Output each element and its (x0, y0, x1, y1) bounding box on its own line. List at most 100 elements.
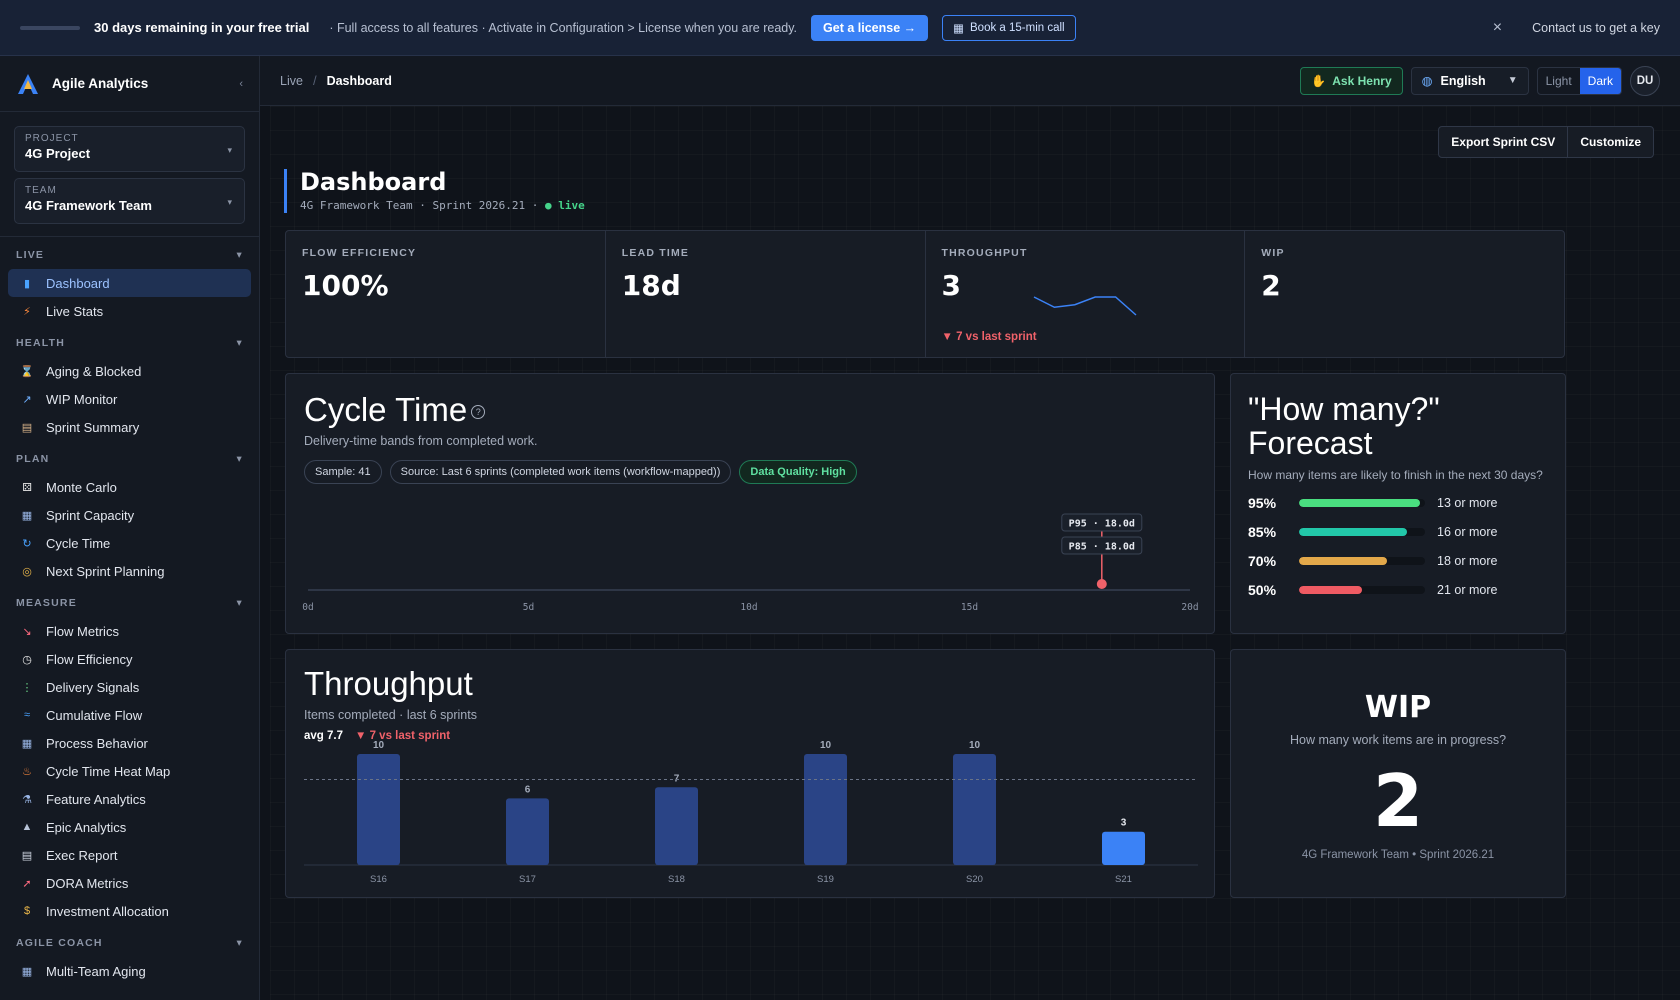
sidebar-item-label: Exec Report (46, 847, 118, 863)
team-selector[interactable]: TEAM 4G Framework Team ▾ (14, 178, 245, 224)
kpi-flow-efficiency[interactable]: FLOW EFFICIENCY 100% (286, 231, 606, 357)
sidebar-item-label: DORA Metrics (46, 875, 129, 891)
throughput-title: Throughput (304, 665, 473, 702)
sidebar-item-label: Cumulative Flow (46, 707, 143, 723)
sidebar-item-flow-efficiency[interactable]: ◷ Flow Efficiency (8, 645, 251, 673)
kpi-label: FLOW EFFICIENCY (302, 247, 417, 259)
globe-icon: ◍ (1421, 74, 1433, 88)
sidebar-section-title: PLAN (16, 453, 50, 465)
throughput-bar[interactable] (506, 798, 549, 865)
theme-light-button[interactable]: Light (1545, 73, 1572, 88)
sidebar-item-label: Next Sprint Planning (46, 563, 165, 579)
sidebar-item-sprint-summary[interactable]: ▤ Sprint Summary (8, 413, 251, 441)
throughput-bar-value: 7 (674, 773, 680, 784)
page-header: Dashboard 4G Framework Team · Sprint 202… (284, 169, 585, 213)
trial-title: 30 days remaining in your free trial (94, 20, 310, 35)
forecast-card: "How many?" Forecast How many items are … (1230, 373, 1566, 634)
rocket-icon: ➚ (22, 877, 32, 890)
dashboard-actions: Export Sprint CSV Customize (1438, 126, 1654, 158)
customize-button[interactable]: Customize (1568, 126, 1654, 158)
throughput-bar[interactable] (804, 754, 847, 865)
throughput-bar[interactable] (655, 787, 698, 865)
contact-link[interactable]: Contact us to get a key (1532, 20, 1660, 35)
app-logo-icon (18, 73, 38, 94)
export-csv-button[interactable]: Export Sprint CSV (1438, 126, 1569, 158)
calendar-icon: ▦ (21, 965, 33, 978)
throughput-category-label: S17 (519, 874, 536, 885)
sidebar-section-health[interactable]: HEALTH ▾ (0, 329, 259, 357)
throughput-description: Items completed · last 6 sprints (304, 708, 477, 722)
sidebar-section-agile-coach[interactable]: AGILE COACH ▾ (0, 929, 259, 957)
topbar: Live / Dashboard ✋ Ask Henry ◍ English ▼… (260, 56, 1680, 106)
language-select[interactable]: ◍ English ▼ (1410, 66, 1529, 95)
cycle-time-title: Cycle Time? (304, 392, 1196, 428)
percentile-label-box (1061, 513, 1143, 532)
forecast-bar-track (1299, 527, 1425, 536)
sidebar-item-feature-analytics[interactable]: ⚗ Feature Analytics (8, 785, 251, 813)
chevron-down-icon: ▾ (236, 337, 243, 349)
sidebar-item-wip-monitor[interactable]: ↗ WIP Monitor (8, 385, 251, 413)
percentile-label: P85 · 18.0d (1061, 536, 1143, 555)
throughput-bar[interactable] (1102, 831, 1145, 865)
help-icon[interactable]: ? (471, 405, 486, 420)
sidebar-item-dashboard[interactable]: ▮ Dashboard (8, 269, 251, 297)
avatar[interactable]: DU (1630, 65, 1660, 96)
ask-henry-button[interactable]: ✋ Ask Henry (1300, 66, 1403, 95)
sidebar-item-sprint-capacity[interactable]: ▦ Sprint Capacity (8, 501, 251, 529)
project-selector[interactable]: PROJECT 4G Project ▾ (14, 126, 245, 172)
forecast-bar-fill (1299, 585, 1362, 594)
chevron-down-icon: ▼ (1507, 75, 1518, 86)
collapse-sidebar-icon[interactable]: ‹ (239, 77, 243, 90)
sidebar-item-label: Live Stats (46, 303, 104, 319)
trial-description: · Full access to all features · Activate… (329, 20, 798, 35)
sidebar-item-cumulative-flow[interactable]: ≈ Cumulative Flow (8, 701, 251, 729)
sidebar-item-cycle-time[interactable]: ↻ Cycle Time (8, 529, 251, 557)
throughput-chart: 10 S16 6 S17 7 S18 10 S19 10 S20 3 S21 (304, 740, 1198, 885)
sidebar-section-measure[interactable]: MEASURE ▾ (0, 589, 259, 617)
breadcrumb-live[interactable]: Live (280, 73, 303, 88)
wip-title: WIP (1364, 690, 1432, 725)
percentile-marker-dot[interactable] (1096, 579, 1107, 589)
sidebar-section-title: LIVE (16, 249, 45, 261)
close-icon[interactable]: × (1492, 18, 1503, 36)
sidebar-item-flow-metrics[interactable]: ↘ Flow Metrics (8, 617, 251, 645)
forecast-bar-fill (1299, 556, 1388, 565)
sidebar-item-cycle-time-heat-map[interactable]: ♨ Cycle Time Heat Map (8, 757, 251, 785)
theme-dark-button[interactable]: Dark (1579, 67, 1621, 94)
throughput-bar-value: 10 (820, 740, 832, 751)
trial-progress (20, 25, 80, 30)
cycle-time-pills: Sample: 41 Source: Last 6 sprints (compl… (304, 460, 1196, 484)
book-call-button[interactable]: ▦ Book a 15-min call (942, 14, 1076, 41)
sidebar-item-label: Delivery Signals (46, 679, 140, 695)
sidebar-item-next-sprint-planning[interactable]: ◎ Next Sprint Planning (8, 557, 251, 585)
throughput-bar-value: 10 (969, 740, 981, 751)
forecast-percentile: 50% (1248, 581, 1277, 598)
sidebar-section-live[interactable]: LIVE ▾ (0, 241, 259, 269)
theme-toggle: Light Dark (1536, 66, 1622, 95)
sidebar-item-dora-metrics[interactable]: ➚ DORA Metrics (8, 869, 251, 897)
sidebar-item-monte-carlo[interactable]: ⚄ Monte Carlo (8, 473, 251, 501)
cycle-time-chart: 0d 5d 10d 15d 20d P95 · 18.0d P85 · 18.0d (302, 513, 1199, 613)
throughput-card: 10 S16 6 S17 7 S18 10 S19 10 S20 3 S21 Throughput I… (285, 649, 1215, 898)
sidebar-item-exec-report[interactable]: ▤ Exec Report (8, 841, 251, 869)
sidebar-item-investment-allocation[interactable]: $ Investment Allocation (8, 897, 251, 925)
sidebar-item-label: Investment Allocation (46, 903, 169, 919)
sidebar-item-live-stats[interactable]: ⚡ Live Stats (8, 297, 251, 325)
kpi-lead-time[interactable]: LEAD TIME 18d (606, 231, 926, 357)
throughput-bar[interactable] (953, 754, 996, 865)
forecast-rows: 95% 13 or more 85% 16 or more 70% 18 or more 5… (1248, 488, 1548, 604)
forecast-row: 85% 16 or more (1248, 517, 1548, 546)
sidebar-item-epic-analytics[interactable]: ▲ Epic Analytics (8, 813, 251, 841)
kpi-wip[interactable]: WIP 2 (1245, 231, 1564, 357)
throughput-bar[interactable] (357, 754, 400, 865)
get-license-button[interactable]: Get a license → (811, 14, 929, 41)
sidebar-item-process-behavior[interactable]: ▦ Process Behavior (8, 729, 251, 757)
sidebar-item-aging-blocked[interactable]: ⌛ Aging & Blocked (8, 357, 251, 385)
sidebar-item-label: Sprint Summary (46, 419, 140, 435)
compass-icon: ◎ (22, 565, 32, 578)
sidebar-item-multi-team-aging[interactable]: ▦ Multi-Team Aging (8, 957, 251, 985)
sidebar-item-delivery-signals[interactable]: ⋮ Delivery Signals (8, 673, 251, 701)
forecast-items: 18 or more (1437, 553, 1498, 568)
sidebar-section-plan[interactable]: PLAN ▾ (0, 445, 259, 473)
kpi-throughput[interactable]: THROUGHPUT 3 ▼ 7 vs last sprint (926, 231, 1246, 357)
